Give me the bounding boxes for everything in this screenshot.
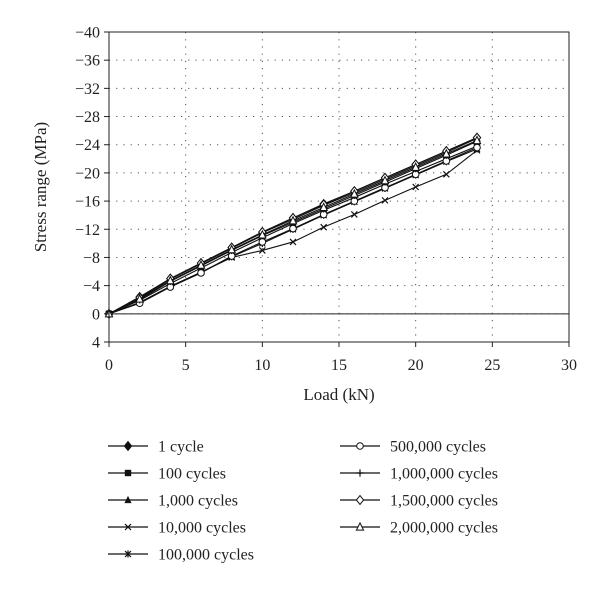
- legend-item: 100,000 cycles: [108, 547, 254, 564]
- data-point-marker: [441, 148, 451, 158]
- legend-marker: [355, 494, 365, 506]
- legend-marker: [124, 523, 132, 531]
- y-tick-label: −8: [83, 250, 100, 267]
- data-point-marker: [349, 188, 359, 198]
- data-point-marker: [319, 202, 329, 212]
- y-axis-ticks: −40−36−32−28−24−20−16−12−8−404: [75, 25, 109, 352]
- data-point-marker: [289, 224, 297, 233]
- plot-frame: [108, 31, 570, 343]
- legend-marker: [355, 521, 365, 531]
- data-point-marker: [320, 223, 328, 231]
- y-tick-label: −4: [83, 278, 100, 295]
- data-point-marker: [380, 175, 390, 185]
- data-point-marker: [258, 238, 267, 246]
- legend-item: 1,000 cycles: [108, 493, 238, 510]
- y-tick-label: −16: [75, 194, 100, 211]
- series-2-000-000-cycles: [104, 135, 482, 318]
- y-tick-label: −36: [75, 53, 100, 70]
- legend-label: 100 cycles: [158, 466, 226, 483]
- legend-label: 10,000 cycles: [158, 520, 246, 537]
- grid: [109, 32, 569, 342]
- legend-item: 1,000,000 cycles: [340, 466, 498, 483]
- data-point-marker: [442, 170, 450, 178]
- y-tick-label: 0: [92, 306, 100, 323]
- legend-item: 1,500,000 cycles: [340, 493, 498, 510]
- x-tick-label: 15: [331, 357, 347, 374]
- legend-marker: [356, 469, 364, 477]
- legend-label: 100,000 cycles: [158, 547, 254, 564]
- data-series: [104, 132, 482, 320]
- data-point-marker: [135, 293, 145, 303]
- x-tick-label: 10: [254, 357, 270, 374]
- y-axis-title: Stress range (MPa): [31, 122, 50, 252]
- y-tick-label: −40: [75, 25, 100, 42]
- y-tick-label: −24: [75, 137, 100, 154]
- data-point-marker: [350, 211, 358, 218]
- legend-marker: [123, 440, 133, 452]
- legend-label: 500,000 cycles: [390, 439, 486, 456]
- x-tick-label: 0: [105, 357, 113, 374]
- legend-label: 1,500,000 cycles: [390, 493, 498, 510]
- y-tick-label: 4: [92, 335, 100, 352]
- data-point-marker: [165, 275, 175, 285]
- legend-item: 500,000 cycles: [340, 439, 486, 456]
- data-point-marker: [196, 259, 206, 269]
- data-point-marker: [411, 162, 421, 171]
- legend-label: 1,000,000 cycles: [390, 466, 498, 483]
- x-tick-label: 30: [561, 357, 577, 374]
- data-point-marker: [473, 143, 481, 152]
- x-tick-label: 5: [182, 357, 190, 374]
- data-point-marker: [227, 244, 237, 254]
- data-point-marker: [288, 215, 298, 225]
- x-tick-label: 20: [408, 357, 424, 374]
- data-point-marker: [381, 196, 389, 204]
- legend-item: 10,000 cycles: [108, 520, 246, 537]
- y-tick-label: −20: [75, 165, 100, 182]
- y-tick-label: −32: [75, 81, 100, 98]
- legend-label: 1,000 cycles: [158, 493, 238, 510]
- legend-item: 1 cycle: [108, 439, 204, 456]
- y-tick-label: −12: [75, 222, 100, 239]
- legend-label: 2,000,000 cycles: [390, 520, 498, 537]
- legend-item: 2,000,000 cycles: [340, 520, 498, 537]
- data-point-marker: [472, 135, 482, 145]
- x-axis-ticks: 0 5 10 15 20 25 30: [105, 342, 577, 374]
- y-tick-label: −28: [75, 109, 100, 126]
- legend-item: 100 cycles: [108, 466, 226, 483]
- legend-marker: [124, 550, 132, 558]
- legend-label: 1 cycle: [158, 439, 204, 456]
- data-point-marker: [257, 229, 267, 239]
- data-point-marker: [412, 183, 420, 191]
- legend-marker: [124, 495, 132, 504]
- data-point-marker: [289, 238, 297, 246]
- series-500-000-cycles: [105, 143, 481, 318]
- data-point-marker: [197, 269, 205, 277]
- legend-marker: [356, 442, 364, 450]
- x-tick-label: 25: [484, 357, 500, 374]
- legend-marker: [124, 469, 132, 477]
- legend: 1 cycle 100 cycles 1,000 cycles 10,000 cycl…: [108, 439, 498, 564]
- x-axis-title: Load (kN): [303, 385, 374, 404]
- data-point-marker: [258, 246, 266, 254]
